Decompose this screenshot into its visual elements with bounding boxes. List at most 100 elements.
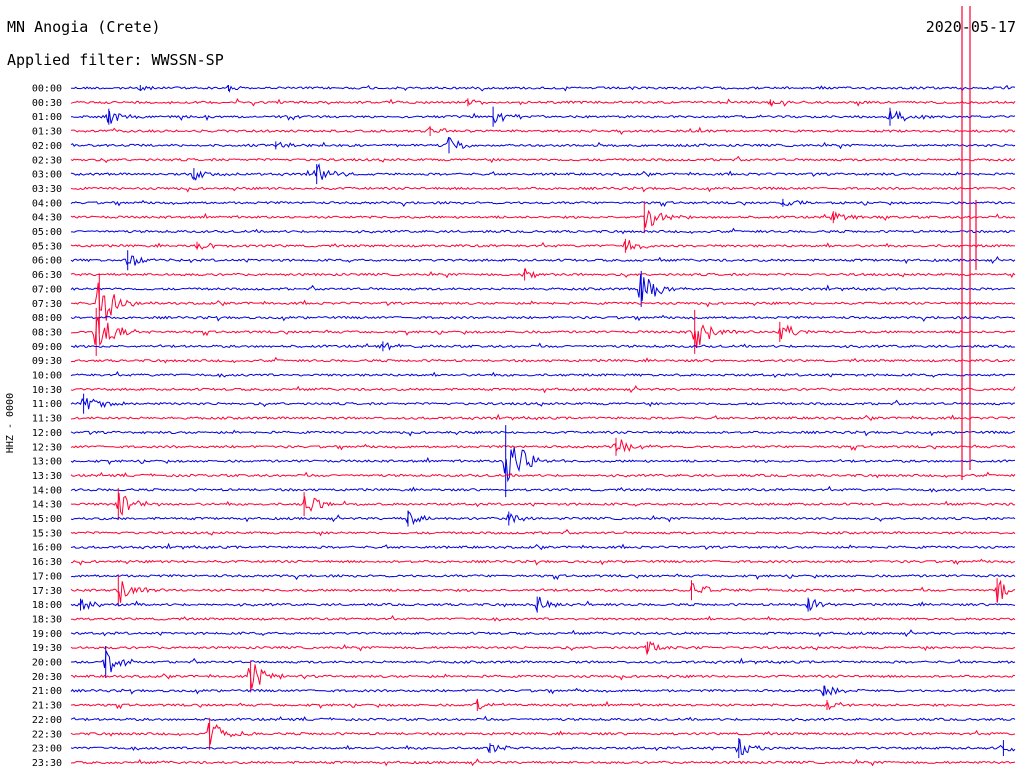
time-tick-label: 01:00 (32, 112, 62, 123)
time-tick-label: 05:30 (32, 241, 62, 252)
time-tick-label: 20:30 (32, 672, 62, 683)
trace-line-0330 (70, 186, 1016, 193)
trace-line-0200 (70, 136, 1016, 150)
trace-line-2100 (70, 685, 1016, 697)
trace-line-1130 (70, 413, 1016, 422)
trace-line-1100 (70, 397, 1015, 410)
trace-line-0900 (70, 342, 1015, 351)
time-tick-label: 12:00 (32, 428, 62, 439)
time-tick-label: 04:30 (32, 213, 62, 224)
trace-line-1000 (70, 370, 1016, 379)
trace-line-1700 (70, 573, 1016, 581)
trace-line-1230 (70, 439, 1016, 453)
trace-line-1400 (70, 485, 1016, 493)
trace-line-0730 (70, 282, 1016, 321)
time-tick-label: 00:00 (32, 84, 62, 95)
time-tick-label: 19:30 (32, 643, 62, 654)
trace-line-1630 (70, 558, 1016, 566)
time-tick-label: 06:30 (32, 270, 62, 281)
time-tick-label: 02:00 (32, 141, 62, 152)
time-tick-label: 13:30 (32, 471, 62, 482)
time-tick-label: 16:00 (32, 543, 62, 554)
trace-line-0830 (70, 316, 1016, 349)
time-tick-label: 09:00 (32, 342, 62, 353)
trace-line-1200 (70, 429, 1016, 437)
trace-line-0230 (70, 155, 1016, 164)
time-tick-label: 21:00 (32, 686, 62, 697)
trace-line-1930 (70, 640, 1016, 656)
time-tick-label: 06:00 (32, 256, 62, 267)
time-tick-label: 22:30 (32, 729, 62, 740)
time-tick-label: 02:30 (32, 155, 62, 166)
time-tick-label: 17:30 (32, 586, 62, 597)
time-tick-label: 18:30 (32, 614, 62, 625)
trace-line-1900 (70, 629, 1016, 638)
time-tick-label: 17:00 (32, 571, 62, 582)
time-tick-label: 11:00 (32, 399, 62, 410)
trace-line-1500 (70, 510, 1016, 526)
trace-line-0000 (71, 84, 1016, 93)
time-tick-label: 14:00 (32, 485, 62, 496)
trace-line-0600 (70, 255, 1016, 266)
time-tick-label: 23:30 (32, 758, 62, 769)
trace-line-0530 (70, 240, 1016, 251)
time-tick-label: 12:30 (32, 442, 62, 453)
trace-line-2000 (70, 650, 1016, 673)
time-tick-label: 07:30 (32, 299, 62, 310)
time-tick-label: 22:00 (32, 715, 62, 726)
time-tick-label: 13:00 (32, 457, 62, 468)
time-tick-label: 08:30 (32, 327, 62, 338)
filter-label: Applied filter: WWSSN-SP (7, 51, 224, 69)
trace-line-1330 (70, 471, 1016, 479)
time-tick-label: 04:00 (32, 198, 62, 209)
time-tick-label: 19:00 (32, 629, 62, 640)
time-tick-label: 15:30 (32, 528, 62, 539)
time-tick-label: 20:00 (32, 658, 62, 669)
time-tick-label: 15:00 (32, 514, 62, 525)
time-tick-label: 01:30 (32, 127, 62, 138)
time-tick-label: 21:30 (32, 701, 62, 712)
date-label: 2020-05-17 (925, 18, 1016, 36)
trace-line-0130 (70, 126, 1016, 135)
time-tick-label: 11:30 (32, 414, 62, 425)
trace-line-1800 (70, 596, 1016, 612)
trace-line-0930 (70, 356, 1016, 364)
time-tick-label: 00:30 (32, 98, 62, 109)
trace-line-2030 (70, 664, 1016, 689)
trace-line-0800 (70, 314, 1016, 322)
trace-line-0630 (70, 267, 1016, 279)
station-title: MN Anogia (Crete) (7, 18, 161, 36)
trace-line-1430 (70, 492, 1016, 516)
trace-line-1730 (70, 579, 1016, 603)
time-tick-label: 18:00 (32, 600, 62, 611)
time-tick-label: 16:30 (32, 557, 62, 568)
trace-line-2300 (70, 739, 1016, 756)
trace-line-0100 (71, 110, 1016, 124)
trace-line-2200 (70, 715, 1016, 722)
time-tick-label: 05:00 (32, 227, 62, 238)
trace-line-0430 (70, 209, 1016, 228)
trace-line-0500 (71, 227, 1016, 235)
time-tick-label: 09:30 (32, 356, 62, 367)
trace-line-1300 (70, 447, 1016, 483)
time-tick-label: 03:00 (32, 170, 62, 181)
trace-line-1530 (70, 528, 1016, 537)
trace-line-1600 (70, 542, 1016, 551)
trace-line-1830 (70, 615, 1016, 622)
trace-line-0400 (70, 199, 1016, 208)
time-tick-label: 07:00 (32, 284, 62, 295)
trace-line-1030 (70, 385, 1016, 394)
time-tick-labels: 00:00 00:30 01:00 01:30 02:00 02:30 03:00 03:30… (32, 84, 62, 769)
time-tick-label: 23:00 (32, 744, 62, 755)
time-tick-label: 03:30 (32, 184, 62, 195)
trace-line-2130 (70, 698, 1016, 711)
trace-line-0700 (70, 274, 1016, 301)
trace-line-2330 (70, 758, 1016, 767)
time-tick-label: 08:00 (32, 313, 62, 324)
trace-line-2230 (70, 723, 1016, 745)
trace-line-0300 (70, 163, 1016, 181)
time-tick-label: 10:30 (32, 385, 62, 396)
time-tick-label: 14:30 (32, 500, 62, 511)
trace-group (70, 6, 1016, 767)
